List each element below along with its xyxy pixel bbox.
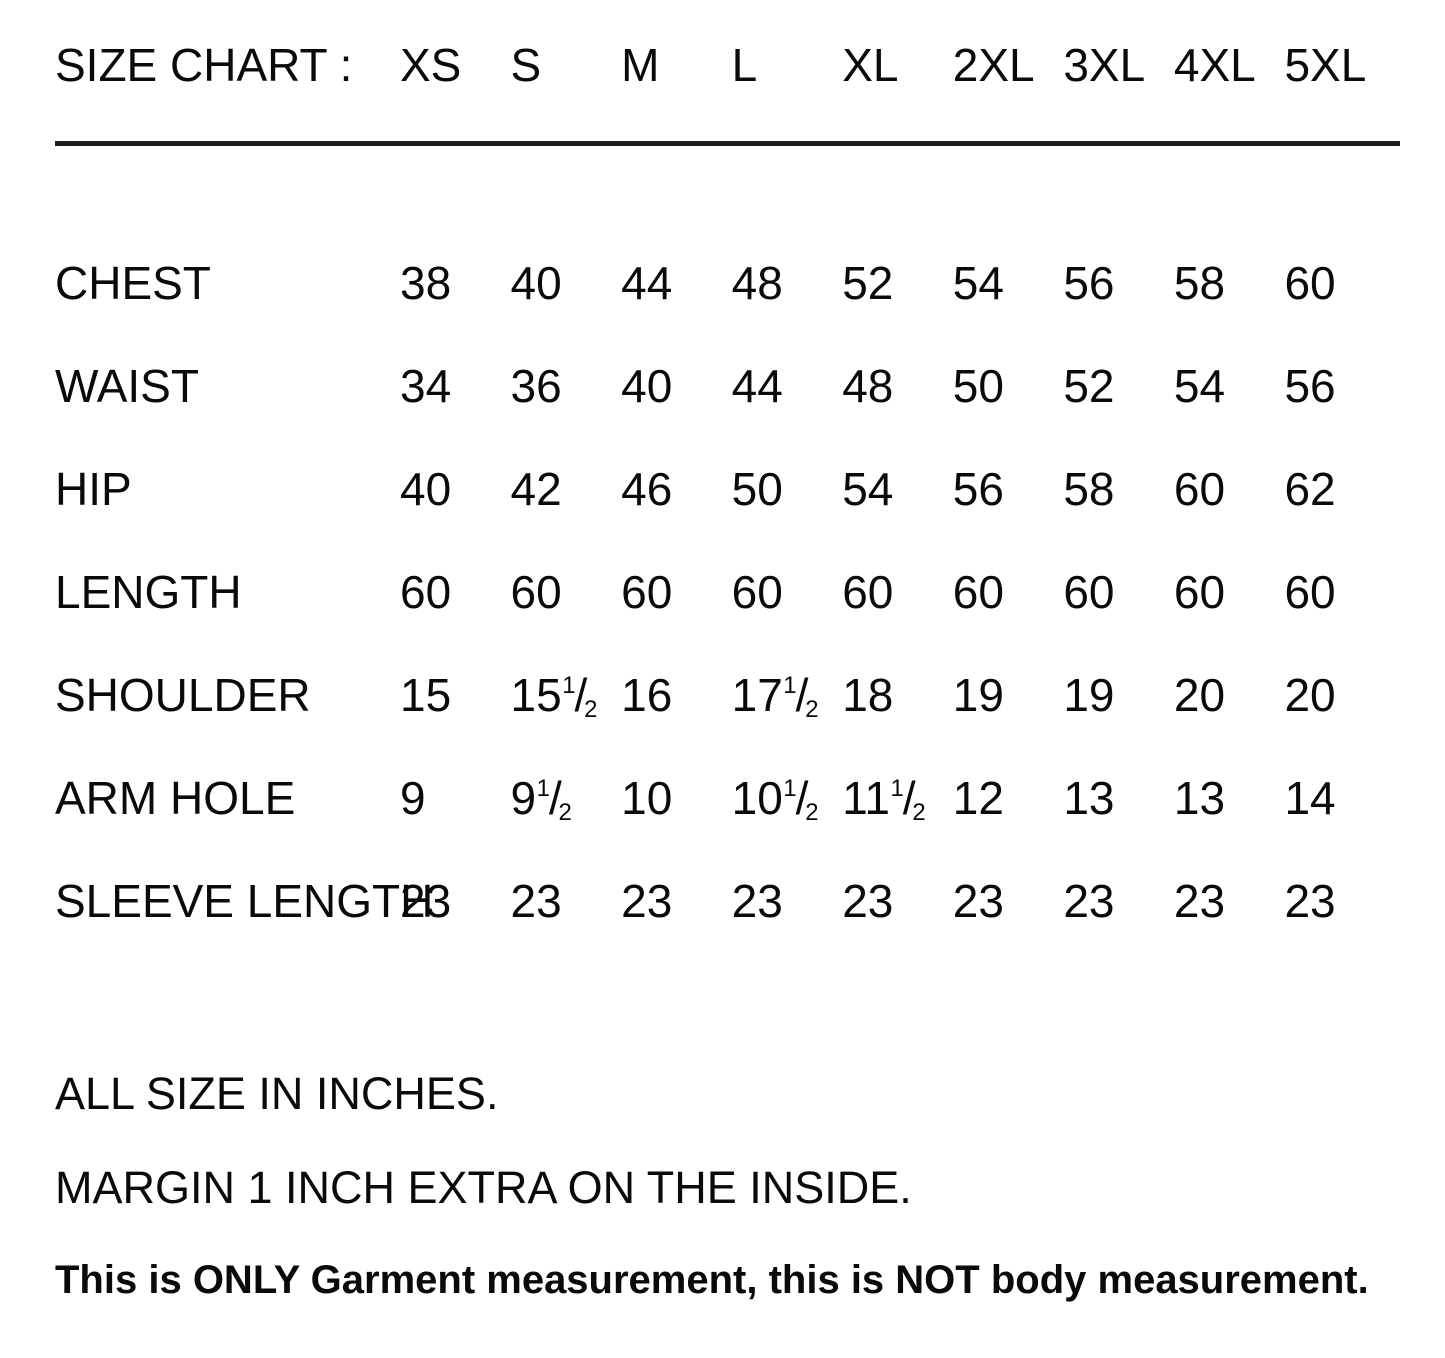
row-label-sleeve-length: SLEEVE LENGTH — [55, 874, 434, 927]
cell-chest-s: 40 — [510, 256, 562, 309]
cell-arm-hole-4xl: 13 — [1173, 771, 1226, 824]
cell-arm-hole-5xl: 14 — [1284, 771, 1336, 824]
cell-shoulder-m: 16 — [621, 668, 673, 721]
cell-sleeve-length-2xl: 23 — [952, 874, 1004, 927]
cell-waist-xs: 34 — [400, 359, 452, 412]
cell-chest-xl: 52 — [842, 256, 894, 309]
column-header-5xl: 5XL — [1284, 39, 1367, 91]
cell-sleeve-length-s: 23 — [510, 874, 562, 927]
cell-waist-s: 36 — [510, 359, 562, 412]
column-header-2xl: 2XL — [952, 39, 1035, 91]
cell-length-s: 60 — [510, 565, 562, 618]
cell-arm-hole-s: 91/2 — [510, 771, 572, 827]
cell-hip-s: 42 — [510, 462, 562, 515]
cell-arm-hole-l: 101/2 — [731, 771, 819, 827]
cell-chest-5xl: 60 — [1284, 256, 1336, 309]
row-label-waist: WAIST — [55, 359, 199, 412]
cell-waist-m: 40 — [621, 359, 673, 412]
cell-sleeve-length-l: 23 — [731, 874, 783, 927]
size-chart-header: SIZE CHART : XS S M L XL 2XL 3XL 4XL 5XL — [55, 42, 1395, 98]
row-label-chest: CHEST — [55, 256, 211, 309]
cell-sleeve-length-4xl: 23 — [1173, 874, 1226, 927]
row-label-shoulder: SHOULDER — [55, 668, 311, 721]
column-header-xs: XS — [400, 39, 462, 91]
cell-arm-hole-m: 10 — [621, 771, 673, 824]
cell-arm-hole-3xl: 13 — [1063, 771, 1115, 824]
header-divider — [55, 141, 1400, 146]
cell-length-4xl: 60 — [1173, 565, 1226, 618]
cell-hip-xl: 54 — [842, 462, 894, 515]
cell-length-m: 60 — [621, 565, 673, 618]
cell-shoulder-s: 151/2 — [510, 668, 598, 724]
cell-sleeve-length-xs: 23 — [400, 874, 452, 927]
cell-shoulder-xs: 15 — [400, 668, 452, 721]
column-header-4xl: 4XL — [1173, 39, 1256, 91]
note-1: ALL SIZE IN INCHES. — [55, 1068, 499, 1119]
column-header-s: S — [510, 39, 542, 91]
size-chart-title: SIZE CHART : — [55, 39, 353, 91]
cell-hip-5xl: 62 — [1284, 462, 1336, 515]
cell-waist-l: 44 — [731, 359, 783, 412]
column-header-3xl: 3XL — [1063, 39, 1146, 91]
cell-chest-m: 44 — [621, 256, 673, 309]
cell-length-3xl: 60 — [1063, 565, 1115, 618]
cell-hip-l: 50 — [731, 462, 783, 515]
cell-waist-2xl: 50 — [952, 359, 1004, 412]
cell-length-2xl: 60 — [952, 565, 1004, 618]
cell-shoulder-xl: 18 — [842, 668, 894, 721]
cell-hip-3xl: 58 — [1063, 462, 1115, 515]
row-label-hip: HIP — [55, 462, 132, 515]
cell-waist-4xl: 54 — [1173, 359, 1226, 412]
cell-sleeve-length-5xl: 23 — [1284, 874, 1336, 927]
cell-waist-5xl: 56 — [1284, 359, 1336, 412]
cell-chest-xs: 38 — [400, 256, 452, 309]
cell-chest-4xl: 58 — [1173, 256, 1226, 309]
cell-hip-4xl: 60 — [1173, 462, 1226, 515]
column-header-l: L — [731, 39, 758, 91]
cell-sleeve-length-3xl: 23 — [1063, 874, 1115, 927]
cell-shoulder-3xl: 19 — [1063, 668, 1115, 721]
column-header-xl: XL — [842, 39, 899, 91]
cell-chest-2xl: 54 — [952, 256, 1004, 309]
note-3: This is ONLY Garment measurement, this i… — [55, 1257, 1369, 1302]
cell-length-5xl: 60 — [1284, 565, 1336, 618]
cell-shoulder-5xl: 20 — [1284, 668, 1336, 721]
cell-shoulder-2xl: 19 — [952, 668, 1004, 721]
cell-hip-m: 46 — [621, 462, 673, 515]
cell-length-xl: 60 — [842, 565, 894, 618]
column-header-m: M — [621, 39, 660, 91]
cell-sleeve-length-m: 23 — [621, 874, 673, 927]
size-chart-body: CHEST 38 40 44 48 52 54 56 58 60 WAIST 34 36 40 44 48 50… — [55, 231, 1395, 952]
cell-chest-3xl: 56 — [1063, 256, 1115, 309]
notes-section: ALL SIZE IN INCHES. MARGIN 1 INCH EXTRA O… — [55, 1070, 1395, 1301]
cell-chest-l: 48 — [731, 256, 783, 309]
row-label-arm-hole: ARM HOLE — [55, 771, 296, 824]
cell-waist-xl: 48 — [842, 359, 894, 412]
cell-shoulder-l: 171/2 — [731, 668, 819, 724]
cell-arm-hole-2xl: 12 — [952, 771, 1004, 824]
cell-shoulder-4xl: 20 — [1173, 668, 1226, 721]
note-2: MARGIN 1 INCH EXTRA ON THE INSIDE. — [55, 1162, 912, 1214]
cell-arm-hole-xl: 111/2 — [842, 771, 926, 827]
cell-hip-2xl: 56 — [952, 462, 1004, 515]
cell-length-xs: 60 — [400, 565, 452, 618]
cell-length-l: 60 — [731, 565, 783, 618]
cell-hip-xs: 40 — [400, 462, 452, 515]
cell-arm-hole-xs: 9 — [400, 771, 426, 824]
row-label-length: LENGTH — [55, 565, 242, 618]
cell-waist-3xl: 52 — [1063, 359, 1115, 412]
cell-sleeve-length-xl: 23 — [842, 874, 894, 927]
